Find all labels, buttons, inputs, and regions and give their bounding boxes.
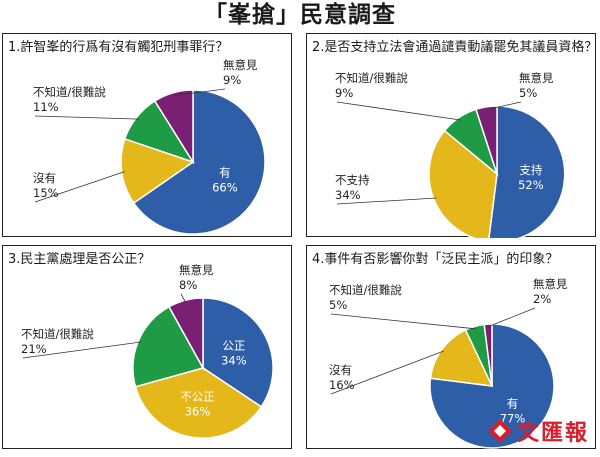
leader-line xyxy=(34,171,125,203)
slice-category: 不知道/很難說 xyxy=(21,327,94,341)
pie-slice xyxy=(429,328,494,387)
leader-line xyxy=(173,88,226,96)
slice-label: 沒有 15% xyxy=(33,171,59,200)
wen-wei-po-logo: 文匯報 xyxy=(487,416,589,446)
leader-line xyxy=(330,313,476,330)
slice-percent: 2% xyxy=(533,292,551,306)
pie-labels: 公正 34%不公正 36%不知道/很難說 21%無意見 8% xyxy=(21,263,247,419)
slice-label: 有 77% xyxy=(500,396,526,425)
slice-percent: 16% xyxy=(329,378,355,392)
pie-slice xyxy=(132,89,266,235)
pie-labels: 支持 52% 不支持 34% 不知道/很難說 9% 無意見 5% xyxy=(335,71,554,205)
slice-percent: 77% xyxy=(500,411,526,425)
question-title: 2.是否支持立法會通過譴責動議罷免其議員資格？ xyxy=(312,40,598,55)
poll-panel-3: 3.民主黨處理是否公正？ 公正 34% 不公正 36% 不知道/很難說 21% 無意見 8% xyxy=(2,245,292,449)
leader-line xyxy=(180,293,187,304)
slice-category: 沒有 xyxy=(329,363,352,377)
pie-slice xyxy=(134,367,263,439)
slice-category: 不支持 xyxy=(335,173,370,187)
slice-category: 有 xyxy=(507,396,519,410)
logo-mark-icon xyxy=(487,419,512,443)
slice-label: 沒有 16% xyxy=(329,363,355,392)
slice-category: 無意見 xyxy=(519,71,554,85)
slice-label: 無意見 9% xyxy=(223,58,258,87)
slice-label: 有 66% xyxy=(212,166,238,195)
pie-slices xyxy=(428,105,566,238)
slice-label: 無意見 5% xyxy=(519,71,554,100)
slice-label: 支持 52% xyxy=(518,163,544,192)
leader-line xyxy=(34,115,139,120)
slice-percent: 15% xyxy=(33,186,59,200)
leader-line xyxy=(330,350,444,395)
slice-category: 無意見 xyxy=(223,58,258,72)
pie-slice xyxy=(483,323,493,387)
pie-chart: 有 66% 沒有 15% 不知道/很難說 11% 無意見 9% xyxy=(33,58,266,235)
slice-label: 公正 34% xyxy=(221,339,247,368)
slice-percent: 5% xyxy=(329,298,347,312)
slice-percent: 52% xyxy=(518,178,544,192)
pie-labels: 有 77% 沒有 16% 不知道/很難說 5% 無意見 2% xyxy=(329,277,568,425)
pie-labels: 有 66% 沒有 15% 不知道/很難說 11% 無意見 9% xyxy=(33,58,258,203)
leader-line xyxy=(336,101,461,121)
pie-slice xyxy=(488,105,566,238)
slice-category: 有 xyxy=(219,166,231,180)
slice-category: 沒有 xyxy=(33,171,56,185)
poll-panel-1: 1.許智峯的行爲有沒有觸犯刑事罪行？ 有 66% 沒有 15% 不知道/很難說 11% 無意… xyxy=(2,33,292,237)
slice-label: 不知道/很難說 5% xyxy=(329,283,402,312)
leader-line xyxy=(488,307,536,327)
question-title: 1.許智峯的行爲有沒有觸犯刑事罪行？ xyxy=(8,40,229,55)
leader-line xyxy=(336,197,437,205)
slice-percent: 34% xyxy=(335,188,361,202)
slice-category: 公正 xyxy=(222,339,245,353)
question-title: 4.事件有否影響你對「泛民主派」的印象？ xyxy=(312,252,559,267)
slice-percent: 34% xyxy=(221,354,247,368)
slice-category: 不公正 xyxy=(180,390,215,404)
pie-slice xyxy=(167,297,204,371)
slice-category: 無意見 xyxy=(179,263,214,277)
pie-chart: 公正 34%不公正 36%不知道/很難說 21%無意見 8% xyxy=(21,263,274,439)
logo-text: 文匯報 xyxy=(516,420,589,446)
poll-panel-4: 4.事件有否影響你對「泛民主派」的印象？ 有 77% 沒有 16% 不知道/很難說 5% 無… xyxy=(306,245,596,449)
page-title: 「峯搶」民意調查 xyxy=(204,2,396,28)
poll-panel-2: 2.是否支持立法會通過譴責動議罷免其議員資格？ 支持 52% 不支持 34% 不知道/很… xyxy=(306,33,598,238)
slice-label: 無意見 2% xyxy=(533,277,568,306)
pie-slice xyxy=(120,137,195,205)
pie-slice xyxy=(428,129,498,238)
pie-slices xyxy=(120,89,266,235)
pie-chart: 有 77% 沒有 16% 不知道/很難說 5% 無意見 2% xyxy=(329,277,568,449)
slice-label: 不知道/很難說 11% xyxy=(33,85,106,114)
pie-slice xyxy=(132,305,205,388)
slice-category: 不知道/很難說 xyxy=(33,85,106,99)
slice-percent: 9% xyxy=(335,86,353,100)
slice-label: 無意見 8% xyxy=(179,263,214,292)
slice-label: 不公正 36% xyxy=(180,390,215,419)
pie-slices xyxy=(429,323,555,449)
pie-slice xyxy=(475,105,498,175)
slice-percent: 8% xyxy=(179,278,197,292)
slice-category: 無意見 xyxy=(533,277,568,291)
pie-chart: 支持 52% 不支持 34% 不知道/很難說 9% 無意見 5% xyxy=(335,71,566,238)
slice-category: 不知道/很難說 xyxy=(335,71,408,85)
slice-percent: 36% xyxy=(185,405,211,419)
slice-percent: 11% xyxy=(33,100,59,114)
slice-percent: 66% xyxy=(212,181,238,195)
slice-percent: 5% xyxy=(519,86,537,100)
pie-slice xyxy=(153,89,194,165)
leader-line xyxy=(486,101,522,110)
slice-category: 支持 xyxy=(519,163,542,177)
question-title: 3.民主黨處理是否公正？ xyxy=(8,252,151,267)
slice-label: 不支持 34% xyxy=(335,173,370,202)
slice-percent: 21% xyxy=(21,342,47,356)
leader-line xyxy=(22,341,142,359)
pie-slices xyxy=(132,297,274,439)
slice-label: 不知道/很難說 21% xyxy=(21,327,94,356)
slice-category: 不知道/很難說 xyxy=(329,283,402,297)
slice-label: 不知道/很難說 9% xyxy=(335,71,408,100)
slice-percent: 9% xyxy=(223,73,241,87)
